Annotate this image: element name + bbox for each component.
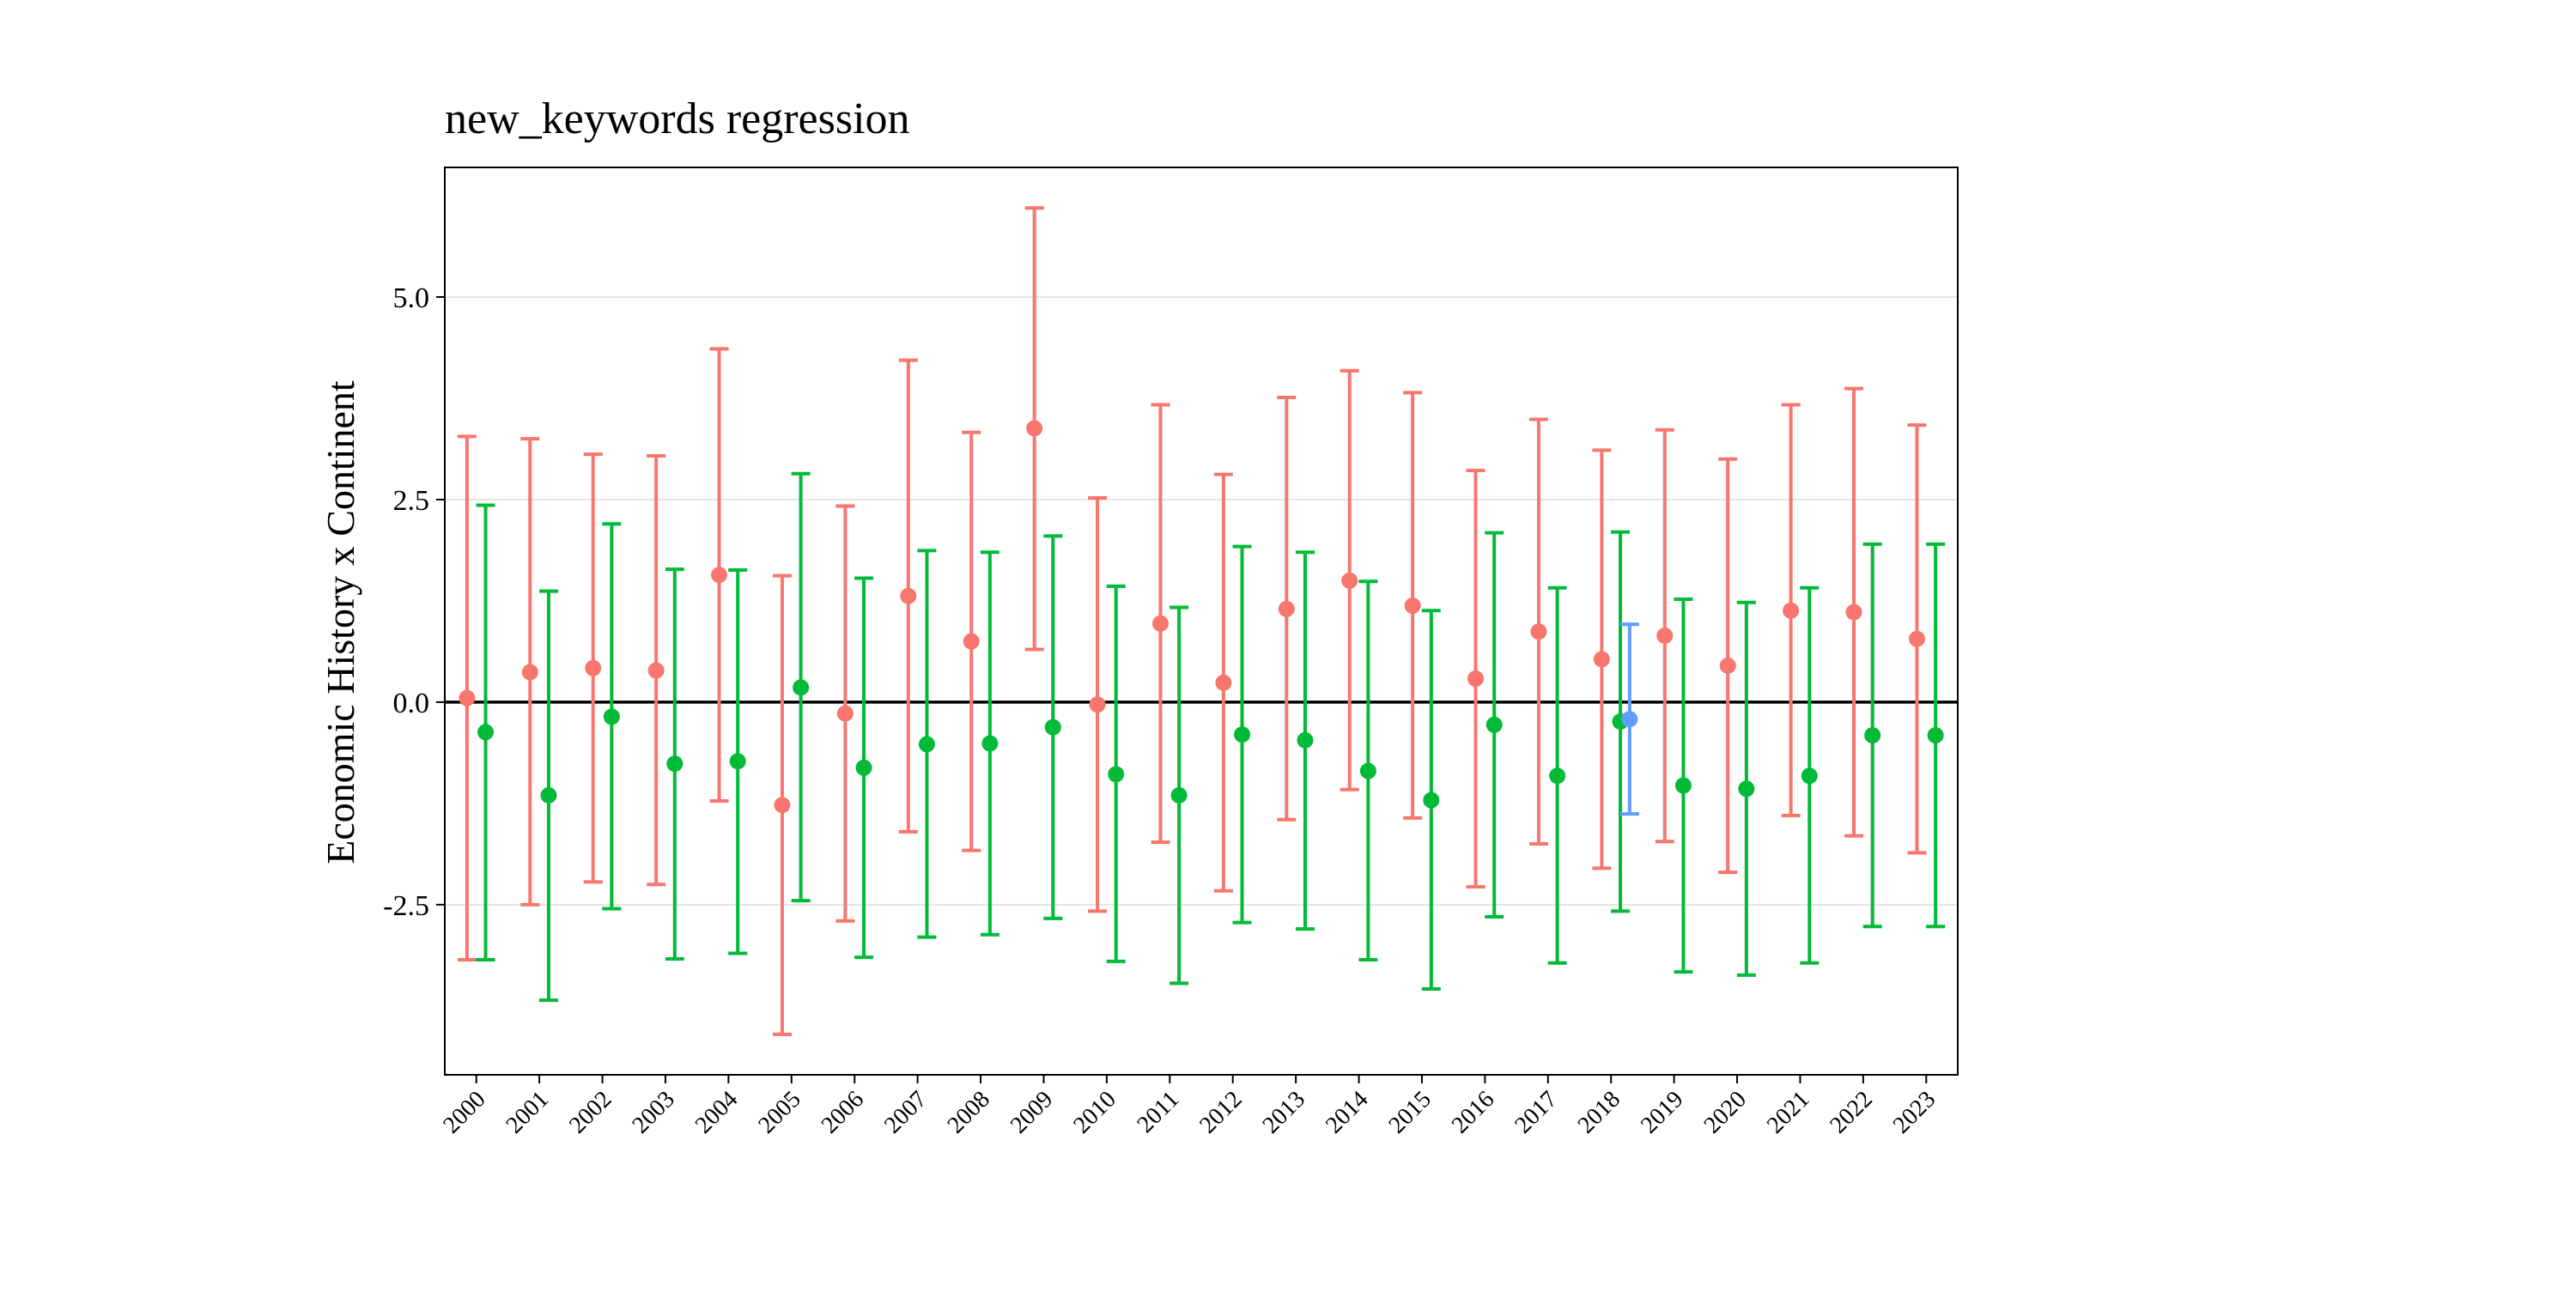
data-point bbox=[1530, 623, 1547, 640]
x-tick-label: 2015 bbox=[1383, 1086, 1437, 1139]
grid-lines bbox=[445, 296, 1958, 906]
data-marks bbox=[457, 206, 1946, 1036]
x-axis: 2000 2001 2002 2003 2004 2005 2006 2007 2008 2009… bbox=[438, 1075, 1941, 1139]
x-tick-label: 2004 bbox=[690, 1086, 744, 1139]
data-point bbox=[774, 797, 791, 814]
plot-panel-border bbox=[444, 167, 1959, 1076]
data-point bbox=[1845, 604, 1862, 621]
x-tick-label: 2005 bbox=[753, 1086, 806, 1139]
data-point bbox=[1234, 726, 1251, 743]
x-tick-label: 2013 bbox=[1258, 1086, 1311, 1139]
data-point bbox=[981, 735, 999, 752]
x-tick-label: 2017 bbox=[1510, 1086, 1563, 1139]
data-point bbox=[1656, 627, 1674, 644]
x-tick-label: 2012 bbox=[1194, 1086, 1248, 1139]
x-tick-label: 2018 bbox=[1573, 1086, 1626, 1139]
data-point bbox=[900, 587, 917, 604]
data-point bbox=[1089, 696, 1106, 713]
x-tick-label: 2009 bbox=[1005, 1086, 1059, 1139]
series-0 bbox=[457, 206, 1927, 1036]
y-tick-label: 0.0 bbox=[393, 688, 430, 719]
data-point bbox=[1404, 597, 1421, 615]
x-tick-label: 2008 bbox=[942, 1086, 995, 1139]
x-tick-label: 2023 bbox=[1888, 1086, 1941, 1139]
y-axis-label: Economic History x Continent bbox=[319, 380, 362, 864]
data-point bbox=[1593, 651, 1610, 668]
y-tick-label: 5.0 bbox=[393, 282, 430, 314]
data-point bbox=[585, 659, 602, 676]
data-point bbox=[1297, 731, 1314, 749]
data-point bbox=[1719, 657, 1736, 674]
data-point bbox=[1278, 600, 1295, 617]
x-tick-label: 2019 bbox=[1636, 1086, 1689, 1139]
data-point bbox=[1674, 777, 1692, 794]
data-point bbox=[647, 662, 665, 679]
data-point bbox=[729, 753, 746, 770]
data-point bbox=[918, 736, 935, 753]
data-point bbox=[1341, 572, 1358, 589]
data-point bbox=[793, 679, 810, 696]
data-point bbox=[1801, 767, 1818, 785]
y-tick-label: 2.5 bbox=[393, 485, 430, 517]
data-point bbox=[1359, 762, 1376, 779]
y-axis: -2.5 0.0 2.5 5.0 bbox=[383, 282, 445, 922]
data-point bbox=[603, 708, 620, 725]
chart-title: new_keywords regression bbox=[445, 94, 910, 143]
data-point bbox=[1864, 727, 1881, 744]
data-point bbox=[836, 705, 854, 722]
x-tick-label: 2000 bbox=[438, 1086, 491, 1139]
data-point bbox=[1485, 716, 1503, 733]
data-point bbox=[1215, 674, 1232, 691]
data-point bbox=[1423, 792, 1440, 809]
data-point bbox=[855, 759, 872, 776]
data-point bbox=[1151, 615, 1169, 632]
data-point bbox=[1783, 602, 1800, 619]
x-tick-label: 2016 bbox=[1447, 1086, 1500, 1139]
data-point bbox=[1026, 420, 1043, 437]
data-point bbox=[1738, 780, 1755, 798]
data-point bbox=[521, 664, 538, 681]
x-tick-label: 2007 bbox=[879, 1086, 933, 1139]
x-tick-label: 2011 bbox=[1132, 1086, 1184, 1138]
data-point bbox=[711, 567, 728, 584]
x-tick-label: 2022 bbox=[1825, 1086, 1878, 1139]
data-point bbox=[666, 755, 683, 773]
x-tick-label: 2020 bbox=[1698, 1086, 1752, 1139]
data-point bbox=[963, 633, 980, 650]
x-tick-label: 2006 bbox=[817, 1086, 870, 1139]
data-point bbox=[1108, 766, 1125, 783]
x-tick-label: 2002 bbox=[564, 1086, 617, 1139]
data-point bbox=[1927, 727, 1944, 744]
data-point bbox=[1908, 630, 1925, 647]
series-1 bbox=[476, 471, 1946, 1003]
x-tick-label: 2001 bbox=[501, 1086, 555, 1139]
x-tick-label: 2021 bbox=[1762, 1086, 1815, 1139]
data-point bbox=[1467, 670, 1485, 688]
x-tick-label: 2010 bbox=[1068, 1086, 1121, 1139]
y-tick-label: -2.5 bbox=[383, 890, 429, 922]
x-tick-label: 2003 bbox=[627, 1086, 680, 1139]
x-tick-label: 2014 bbox=[1321, 1086, 1374, 1139]
data-point bbox=[459, 689, 476, 707]
data-point bbox=[1170, 786, 1188, 804]
data-point bbox=[1549, 767, 1566, 785]
data-point bbox=[477, 724, 495, 741]
data-point bbox=[1044, 719, 1061, 736]
data-point bbox=[540, 786, 557, 804]
data-point bbox=[1621, 711, 1638, 728]
series-2 bbox=[1619, 622, 1639, 816]
